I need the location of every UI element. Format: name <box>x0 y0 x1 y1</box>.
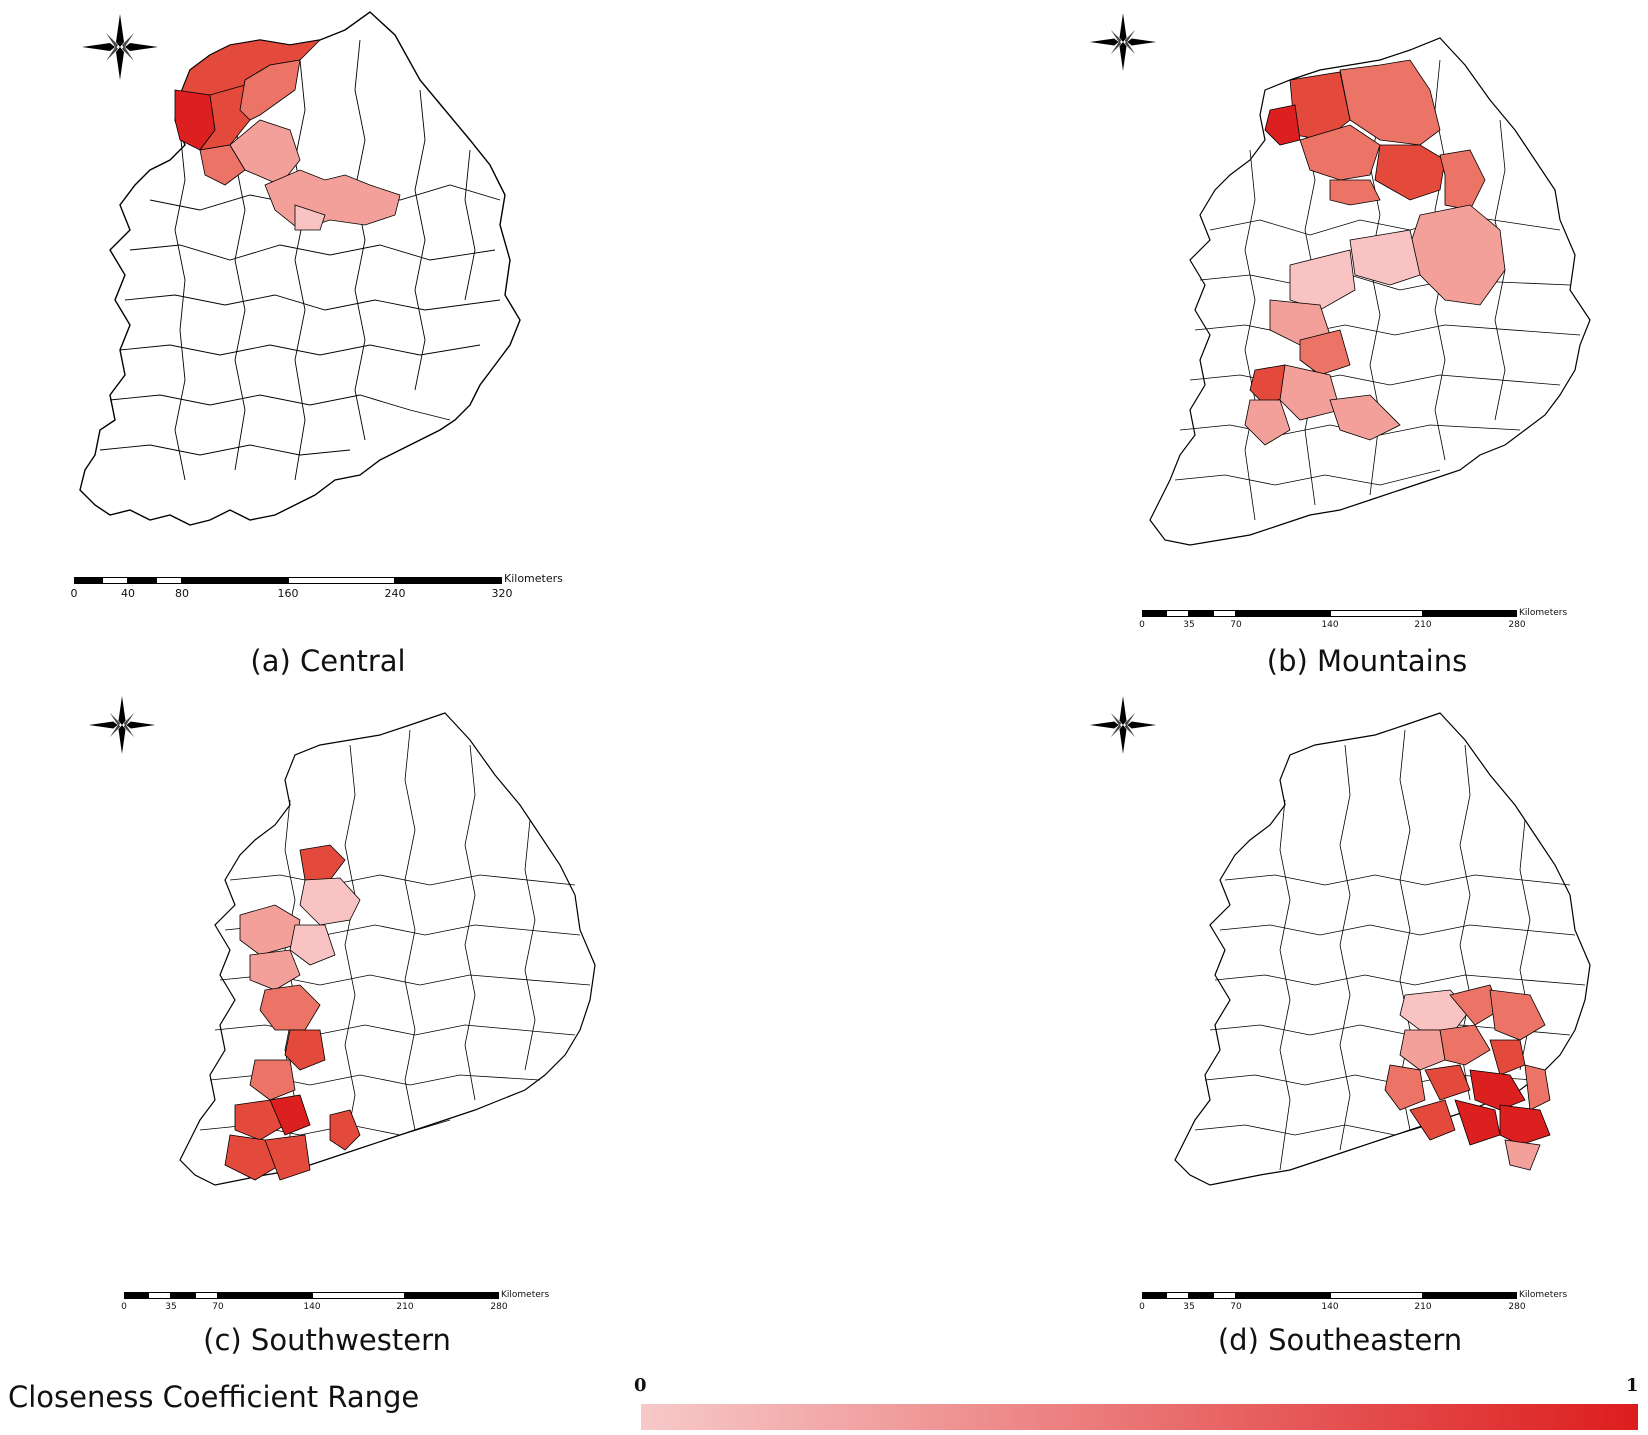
scale-tick: 0 <box>121 1302 127 1312</box>
legend-max-label: 1 <box>1626 1375 1639 1396</box>
scale-tick: 210 <box>1414 1302 1432 1312</box>
compass-rose-icon <box>87 693 157 757</box>
scale-tick: 70 <box>1230 1302 1242 1312</box>
scale-tick: 40 <box>121 587 135 600</box>
scale-tick: 0 <box>1139 620 1145 630</box>
scale-unit: Kilometers <box>501 1290 550 1300</box>
scale-tick: 0 <box>1139 1302 1145 1312</box>
scale-tick: 320 <box>491 587 513 600</box>
korea-outline <box>1174 712 1591 1186</box>
scale-unit: Kilometers <box>504 572 563 585</box>
panel-caption: (a) Central <box>250 644 406 678</box>
legend-min-label: 0 <box>634 1375 647 1396</box>
compass-rose-icon <box>80 12 160 82</box>
panel-caption: (b) Mountains <box>1266 644 1468 678</box>
scale-tick: 160 <box>277 587 299 600</box>
scale-tick: 240 <box>384 587 406 600</box>
scale-tick: 35 <box>1183 620 1195 630</box>
scale-bar: Kilometers 0 35 70 140 210 280 <box>1139 608 1567 630</box>
shaded-districts <box>224 844 361 1181</box>
district-lines <box>99 39 501 481</box>
scale-tick: 280 <box>1508 620 1526 630</box>
scale-unit: Kilometers <box>1519 608 1568 618</box>
legend-gradient-bar <box>641 1404 1638 1430</box>
shaded-districts <box>174 39 401 231</box>
legend-title: Closeness Coefficient Range <box>8 1380 420 1414</box>
shaded-districts <box>1244 59 1506 446</box>
scale-tick: 80 <box>175 587 189 600</box>
compass-rose-icon <box>1088 693 1158 757</box>
panel-caption: (c) Southwestern <box>203 1323 451 1357</box>
scale-tick: 140 <box>1321 1302 1339 1312</box>
scale-tick: 35 <box>1183 1302 1195 1312</box>
panel-caption: (d) Southeastern <box>1217 1323 1463 1357</box>
scale-tick: 70 <box>212 1302 224 1312</box>
scale-bar: Kilometers 0 40 80 160 240 320 <box>71 572 563 600</box>
scale-tick: 140 <box>303 1302 321 1312</box>
shaded-districts <box>1384 984 1551 1171</box>
scale-bar: Kilometers 0 35 70 140 210 280 <box>121 1290 549 1312</box>
scale-tick: 210 <box>396 1302 414 1312</box>
scale-tick: 280 <box>1508 1302 1526 1312</box>
scale-bar: Kilometers 0 35 70 140 210 280 <box>1139 1290 1567 1312</box>
scale-tick: 140 <box>1321 620 1339 630</box>
compass-rose-icon <box>1088 10 1158 74</box>
scale-tick: 280 <box>490 1302 508 1312</box>
scale-unit: Kilometers <box>1519 1290 1568 1300</box>
scale-tick: 35 <box>165 1302 177 1312</box>
scale-tick: 210 <box>1414 620 1432 630</box>
scale-tick: 70 <box>1230 620 1242 630</box>
scale-tick: 0 <box>70 587 78 600</box>
